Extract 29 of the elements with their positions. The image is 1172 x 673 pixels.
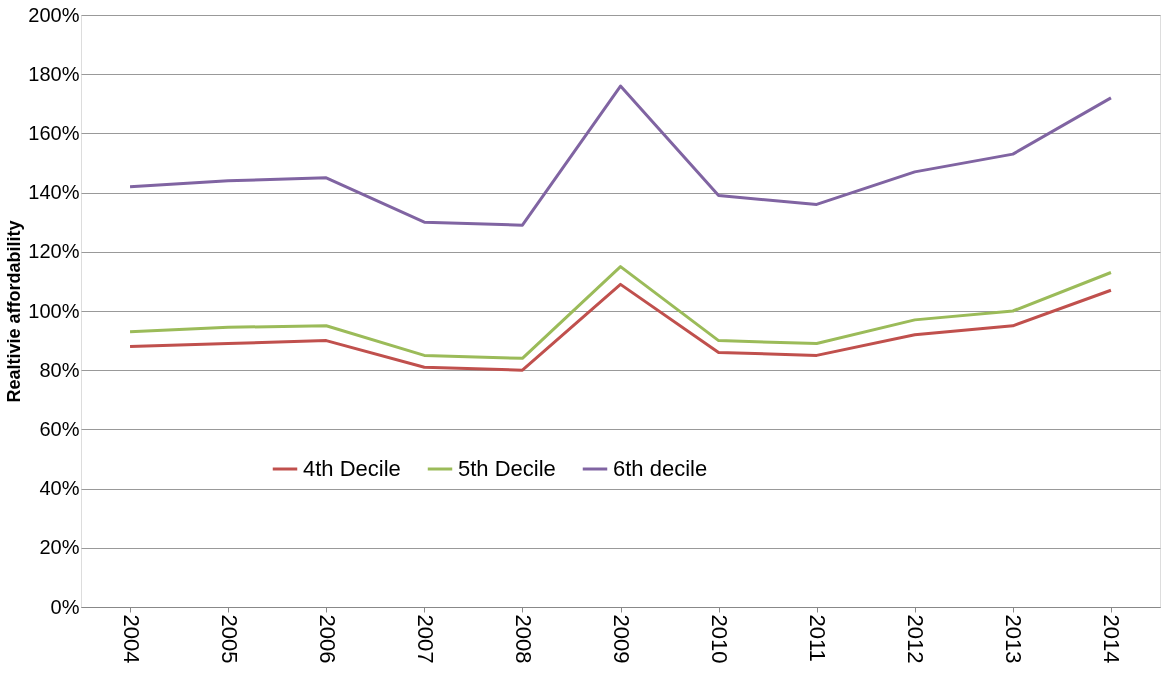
y-tick-label: 200% xyxy=(28,3,80,26)
y-tick-label: 40% xyxy=(39,477,80,500)
legend-label: 4th Decile xyxy=(303,456,401,481)
x-tick-label: 2008 xyxy=(510,614,536,664)
y-tick-label: 100% xyxy=(28,299,80,322)
x-tick-label: 2011 xyxy=(805,614,831,662)
legend-label: 5th Decile xyxy=(458,456,556,481)
legend-label: 6th decile xyxy=(613,456,708,481)
x-tick-label: 2009 xyxy=(609,614,634,664)
y-tick-label: 140% xyxy=(28,181,80,204)
x-tick-label: 2006 xyxy=(314,614,340,664)
x-tick-label: 2005 xyxy=(216,614,242,664)
x-tick-label: 2013 xyxy=(1001,614,1027,664)
y-tick-label: 0% xyxy=(50,595,80,618)
y-tick-label: 20% xyxy=(39,536,80,559)
line-series xyxy=(128,84,1113,227)
line-series xyxy=(128,265,1113,360)
x-tick-label: 2004 xyxy=(118,614,144,664)
y-axis-title: Realtivie affordability xyxy=(4,220,25,403)
y-tick-label: 180% xyxy=(28,62,80,85)
x-tick-label: 2007 xyxy=(412,614,438,664)
y-tick-label: 160% xyxy=(28,121,80,144)
x-tick-label: 2010 xyxy=(707,614,733,664)
x-tick-label: 2012 xyxy=(903,614,929,664)
x-tick-label: 2014 xyxy=(1099,614,1125,664)
y-tick-label: 120% xyxy=(28,240,80,263)
y-tick-label: 80% xyxy=(39,358,80,381)
y-tick-label: 60% xyxy=(39,417,80,440)
line-series xyxy=(128,282,1113,372)
